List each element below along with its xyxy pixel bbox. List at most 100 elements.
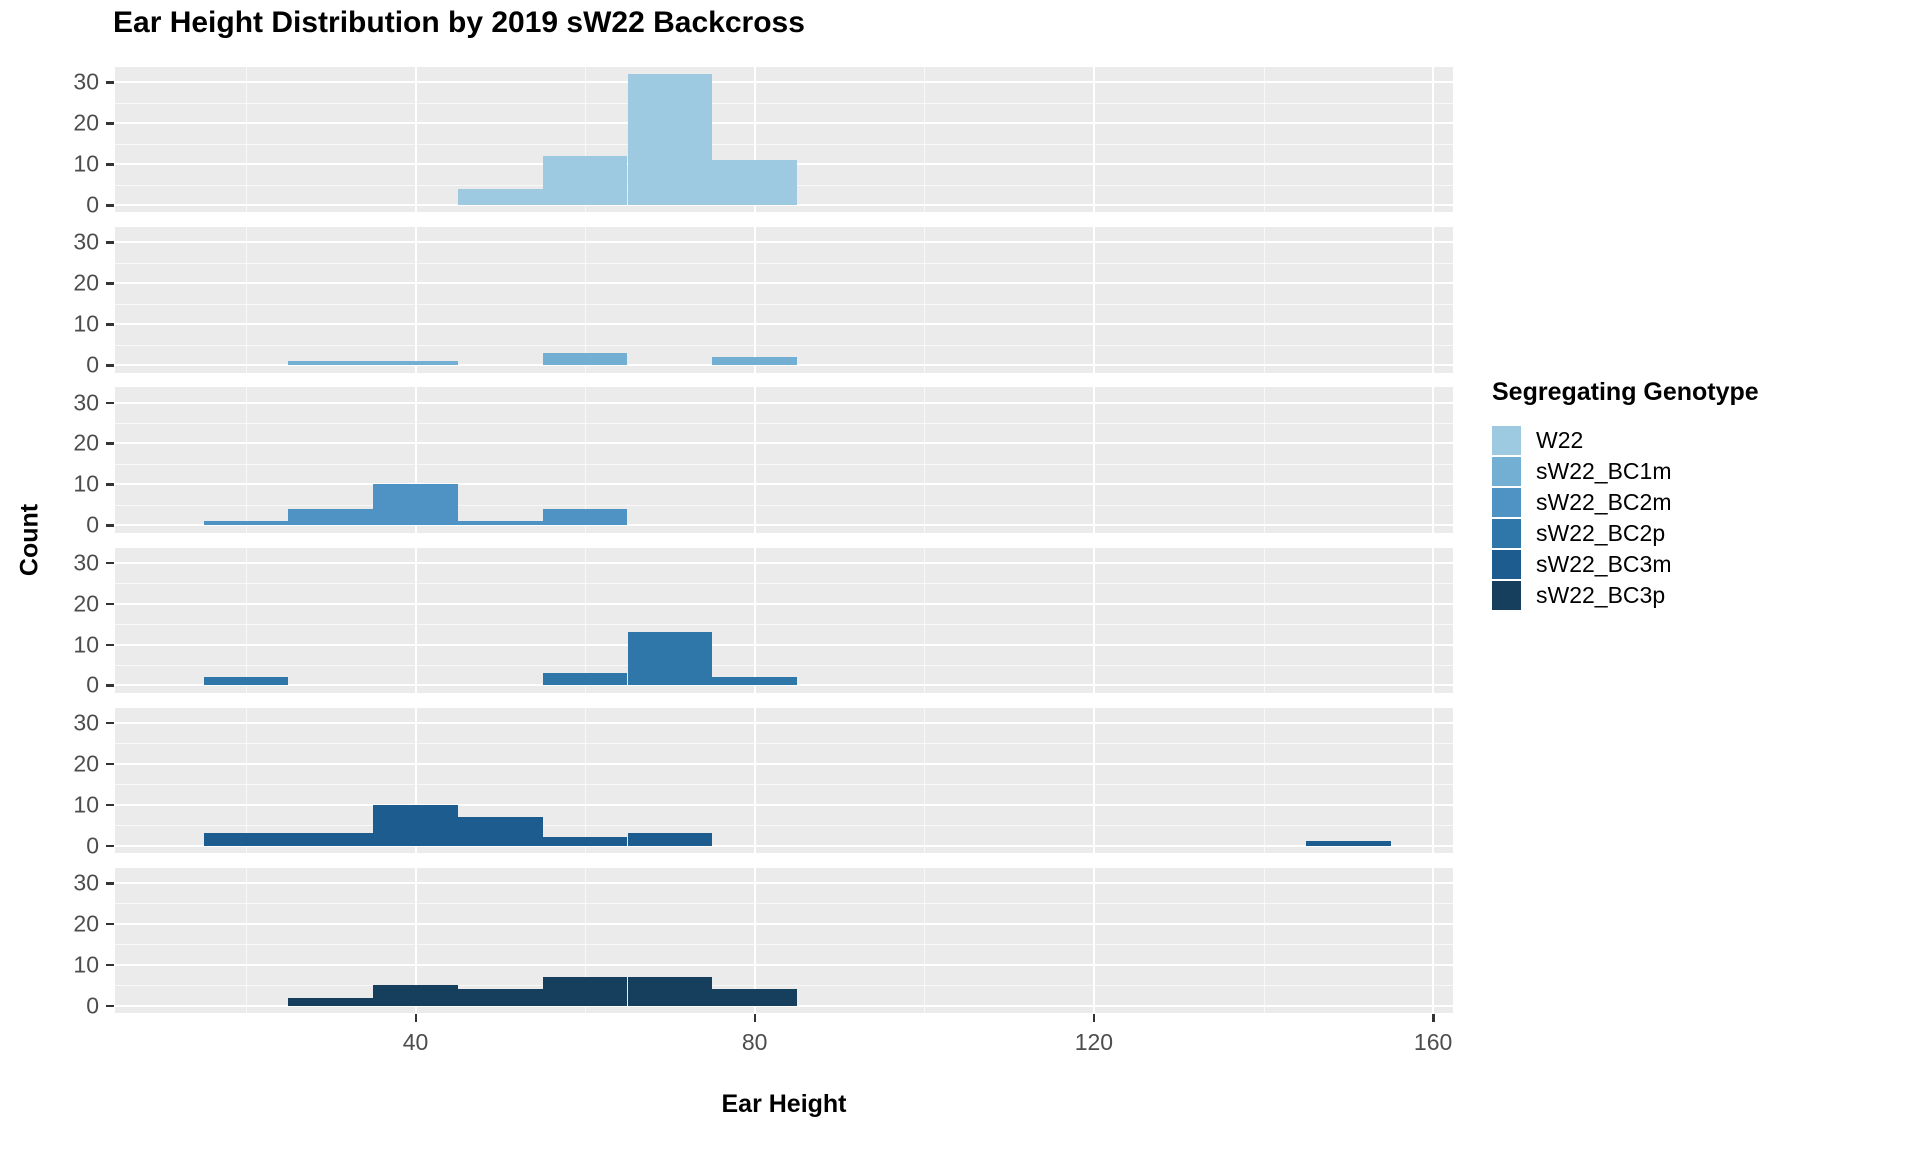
gridline-minor [1263, 867, 1265, 1014]
gridline-minor [115, 423, 1453, 425]
histogram-bar-sw22-bc1m-25 [288, 361, 374, 366]
gridline-minor [1263, 227, 1265, 373]
gridline-minor [924, 707, 926, 854]
gridline-major [115, 282, 1453, 285]
gridline-minor [115, 504, 1453, 506]
y-tick-label: 0 [86, 671, 99, 698]
y-tick-label: 0 [86, 832, 99, 859]
gridline-minor [924, 547, 926, 693]
x-tick-label: 160 [1413, 1029, 1453, 1056]
legend-swatch-icon [1492, 457, 1521, 486]
y-tick-label: 20 [73, 590, 99, 617]
gridline-major [1432, 867, 1435, 1014]
gridline-major [115, 524, 1453, 527]
gridline-major [115, 203, 1453, 206]
gridline-major [115, 401, 1453, 404]
chart-title: Ear Height Distribution by 2019 sW22 Bac… [113, 6, 805, 39]
gridline-major [753, 867, 756, 1014]
gridline-major [1092, 227, 1095, 373]
gridline-minor [115, 743, 1453, 745]
histogram-bar-sw22-bc3m-15 [203, 833, 289, 846]
histogram-bar-sw22-bc3p-25 [288, 997, 374, 1006]
gridline-minor [245, 707, 247, 854]
y-tick-mark [106, 963, 114, 967]
gridline-minor [115, 903, 1453, 905]
gridline-minor [115, 944, 1453, 946]
y-tick-mark [106, 882, 114, 885]
gridline-major [753, 227, 756, 373]
gridline-major [1092, 867, 1095, 1014]
legend-item-sw22-bc3p: sW22_BC3p [1492, 580, 1759, 611]
gridline-major [115, 122, 1453, 125]
gridline-minor [115, 583, 1453, 585]
facet-panel-sw22-bc3p [115, 867, 1453, 1014]
gridline-major [753, 547, 756, 693]
y-tick-mark [106, 483, 114, 486]
y-tick-mark [106, 323, 114, 326]
y-tick-mark [106, 803, 114, 807]
gridline-major [115, 241, 1453, 244]
legend-item-sw22-bc1m: sW22_BC1m [1492, 456, 1759, 487]
gridline-minor [115, 463, 1453, 465]
gridline-minor [585, 547, 587, 693]
histogram-bar-sw22-bc3m-65 [627, 833, 713, 846]
legend-item-label: sW22_BC3m [1536, 551, 1672, 577]
gridline-major [115, 721, 1453, 724]
histogram-bar-sw22-bc1m-35 [373, 361, 458, 366]
x-tick-label: 120 [1074, 1029, 1114, 1056]
gridline-major [1092, 547, 1095, 693]
histogram-bar-sw22-bc2p-55 [542, 673, 628, 686]
gridline-minor [115, 985, 1453, 987]
y-tick-label: 20 [73, 109, 99, 136]
gridline-minor [115, 784, 1453, 786]
gridline-major [414, 707, 417, 854]
legend-items: W22 sW22_BC1m sW22_BC2m sW22_BC2p sW22_BC3m s… [1492, 425, 1759, 611]
histogram-bar-w22-65 [627, 74, 713, 205]
legend-item-sw22-bc2m: sW22_BC2m [1492, 487, 1759, 518]
gridline-minor [245, 547, 247, 693]
legend-swatch-icon [1492, 519, 1521, 548]
gridline-major [115, 643, 1453, 646]
y-tick-label: 30 [73, 709, 99, 736]
histogram-bar-sw22-bc3m-145 [1305, 841, 1391, 846]
y-tick-mark [106, 922, 114, 926]
histogram-bar-sw22-bc3p-45 [457, 989, 543, 1006]
histogram-bar-sw22-bc2p-75 [712, 677, 798, 686]
histogram-bar-w22-55 [542, 155, 628, 205]
gridline-minor [1263, 387, 1265, 533]
y-tick-label: 10 [73, 310, 99, 337]
y-tick-mark [106, 442, 114, 445]
legend-swatch-icon [1492, 488, 1521, 517]
gridline-major [115, 963, 1453, 966]
x-tick-mark [753, 1014, 757, 1023]
legend-swatch-icon [1492, 426, 1521, 455]
gridline-minor [245, 227, 247, 373]
y-tick-label: 30 [73, 228, 99, 255]
gridline-major [1092, 387, 1095, 533]
histogram-bar-sw22-bc2m-25 [288, 508, 374, 526]
y-tick-label: 20 [73, 269, 99, 296]
y-tick-label: 30 [73, 68, 99, 95]
y-tick-mark [106, 1004, 114, 1008]
x-tick-label: 80 [741, 1029, 768, 1056]
gridline-major [1432, 227, 1435, 373]
x-tick-mark [1432, 1014, 1435, 1023]
y-tick-mark [106, 602, 114, 606]
gridline-major [1432, 387, 1435, 533]
legend-item-sw22-bc3m: sW22_BC3m [1492, 549, 1759, 580]
histogram-bar-sw22-bc1m-75 [712, 356, 798, 366]
gridline-major [753, 707, 756, 854]
gridline-minor [115, 344, 1453, 346]
histogram-bar-sw22-bc2m-35 [373, 484, 458, 526]
legend-item-label: sW22_BC2m [1536, 489, 1672, 515]
gridline-major [414, 387, 417, 533]
y-tick-mark [106, 282, 114, 285]
y-tick-mark [106, 721, 114, 725]
gridline-minor [924, 867, 926, 1014]
gridline-major [414, 67, 417, 213]
y-tick-mark [106, 241, 114, 244]
y-tick-label: 10 [73, 951, 99, 978]
y-tick-label: 30 [73, 869, 99, 896]
gridline-major [1432, 707, 1435, 854]
